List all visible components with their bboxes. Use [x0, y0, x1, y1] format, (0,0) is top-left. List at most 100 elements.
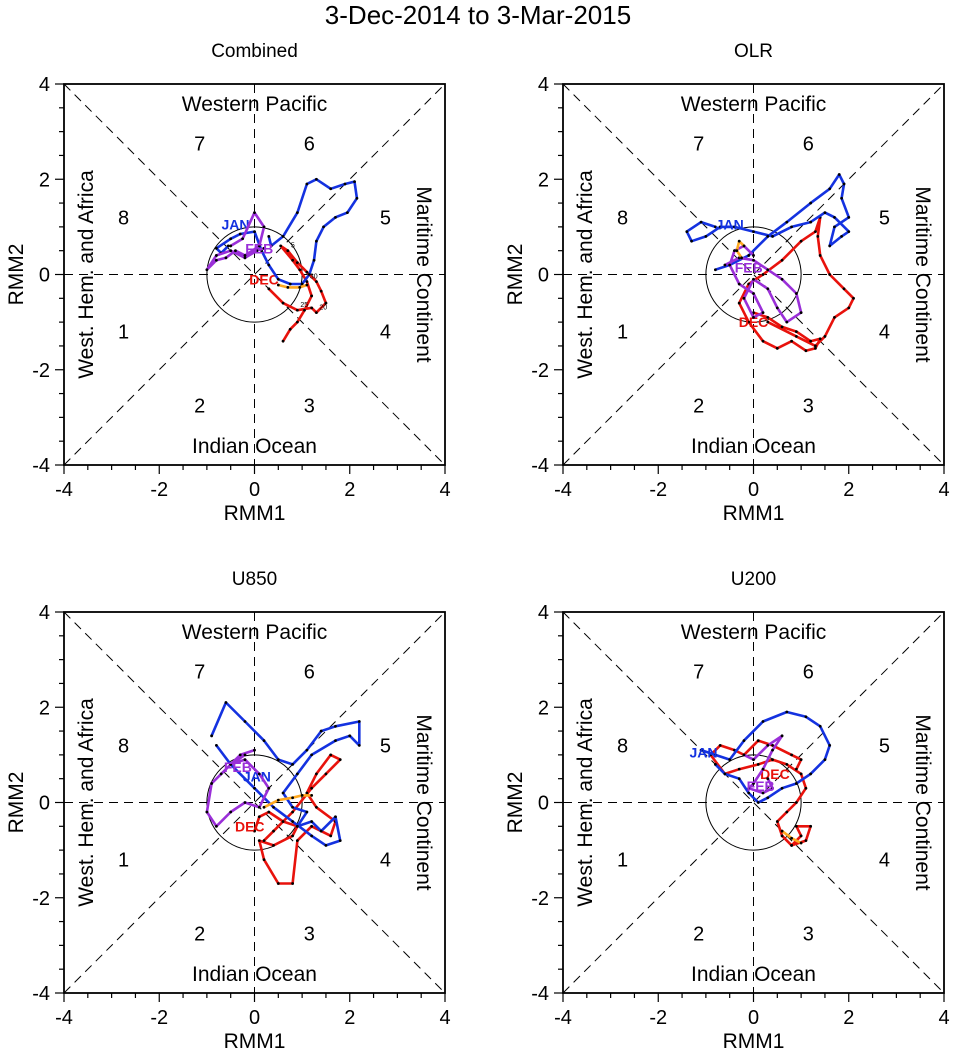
- trajectory-point: [262, 839, 266, 842]
- month-label-dec: DEC: [249, 271, 279, 287]
- trajectory-point: [747, 320, 751, 324]
- trajectory-dec: [737, 216, 855, 353]
- trajectory-point: [288, 282, 292, 286]
- trajectory-point: [794, 824, 798, 828]
- trajectory-point: [775, 346, 779, 350]
- trajectory-point: [775, 820, 779, 823]
- day-label: 5: [291, 243, 295, 250]
- trajectory-point: [742, 753, 746, 757]
- region-label-top: Western Pacific: [182, 93, 328, 116]
- trajectory-point: [305, 283, 309, 287]
- trajectory-point: [814, 230, 817, 234]
- trajectory-point: [723, 772, 727, 776]
- trajectory-point: [315, 311, 318, 314]
- trajectory-point: [281, 791, 285, 795]
- y-tick-label: -2: [32, 360, 50, 382]
- trajectory-point: [785, 810, 789, 814]
- y-tick-label: -4: [531, 983, 549, 1005]
- trajectory-point: [799, 772, 803, 776]
- trajectory-point: [699, 748, 703, 752]
- trajectory-point: [799, 239, 803, 243]
- trajectory-point: [238, 753, 242, 757]
- trajectory-point: [737, 282, 741, 286]
- region-label-left: West. Hem. and Africa: [75, 698, 98, 907]
- trajectory-point: [276, 882, 280, 885]
- trajectory-point: [799, 758, 803, 762]
- trajectory-point: [324, 301, 328, 305]
- trajectory-point: [295, 320, 299, 324]
- trajectory-point: [785, 763, 789, 766]
- x-tick-label: 0: [249, 1007, 260, 1029]
- trajectory-point: [733, 249, 736, 253]
- trajectory-point: [272, 829, 275, 833]
- phase-panel-u200: U200 -4-4 -2 -2 0 0 2 2 4 4 RMM1 RMM2 Western Pacifi…: [504, 569, 950, 1053]
- trajectory-point: [243, 753, 247, 757]
- region-label-bottom: Indian Ocean: [192, 963, 317, 986]
- trajectory-point: [799, 311, 803, 314]
- x-tick-label: -2: [150, 479, 168, 501]
- trajectory-point: [312, 258, 316, 262]
- region-label-left: West. Hem. and Africa: [75, 170, 98, 379]
- trajectory-point: [281, 820, 285, 823]
- trajectory-point: [267, 810, 271, 814]
- trajectory-point: [276, 277, 280, 281]
- unit-circle: [206, 754, 303, 851]
- y-tick-label: 4: [538, 74, 549, 96]
- trajectory-point: [809, 772, 813, 776]
- phase-panel-u850: U850 -4-4 -2 -2 0 0 2 2 4 4 RMM1 RMM2 Western Pacifi…: [5, 569, 451, 1053]
- trajectory-point: [257, 244, 261, 248]
- x-tick-label: -4: [554, 479, 572, 501]
- trajectory-point: [229, 763, 233, 766]
- phase-number-6: 6: [803, 662, 814, 684]
- trajectory-point: [766, 235, 770, 238]
- trajectory-point: [243, 254, 247, 257]
- x-tick-label: -4: [55, 1007, 73, 1029]
- trajectory-point: [262, 739, 266, 742]
- trajectory-point: [243, 256, 247, 260]
- trajectory-point: [852, 296, 855, 300]
- region-label-bottom: Indian Ocean: [691, 435, 816, 458]
- trajectory-point: [257, 772, 261, 776]
- trajectory-point: [291, 882, 294, 885]
- trajectory-point: [305, 280, 309, 284]
- phase-panel-olr: OLR -4-4 -2 -2 0 0 2 2 4 4 RMM1 RMM2 Western Pacific…: [504, 41, 950, 525]
- trajectory-point: [338, 758, 342, 762]
- trajectory-point: [780, 834, 784, 838]
- trajectory-dec: [709, 739, 812, 847]
- trajectory-point: [794, 801, 798, 804]
- trajectory-point: [785, 710, 789, 714]
- region-label-top: Western Pacific: [681, 621, 827, 644]
- trajectory-point: [766, 777, 770, 781]
- trajectory-point: [752, 292, 755, 295]
- trajectory-point: [286, 249, 290, 253]
- y-axis-label: RMM2: [504, 244, 527, 306]
- y-tick-label: 4: [538, 602, 549, 624]
- trajectory-point: [310, 753, 314, 757]
- trajectory-point: [267, 287, 271, 291]
- trajectory-point: [229, 244, 233, 248]
- trajectory-point: [310, 820, 314, 823]
- region-label-left: West. Hem. and Africa: [574, 170, 597, 379]
- trajectory-point: [224, 256, 228, 260]
- region-label-right: Maritime Continent: [412, 714, 435, 890]
- trajectory-point: [310, 294, 314, 298]
- trajectory-point: [809, 201, 813, 205]
- panel-title: U850: [232, 569, 277, 590]
- trajectory-jan: [685, 173, 851, 272]
- trajectory-point: [747, 786, 751, 790]
- trajectory-point: [305, 270, 309, 274]
- phase-number-3: 3: [803, 395, 814, 417]
- trajectory-point: [319, 829, 323, 833]
- trajectory-point: [215, 743, 218, 747]
- trajectory-point: [262, 805, 266, 809]
- month-label-jan: JAN: [689, 744, 717, 760]
- trajectory-point: [291, 810, 294, 814]
- trajectory-point: [334, 739, 337, 742]
- trajectory-point: [790, 225, 793, 229]
- trajectory-point: [215, 246, 218, 250]
- trajectory-point: [226, 244, 230, 248]
- trajectory-point: [257, 805, 261, 809]
- x-tick-label: -2: [649, 479, 667, 501]
- trajectory-point: [315, 805, 318, 809]
